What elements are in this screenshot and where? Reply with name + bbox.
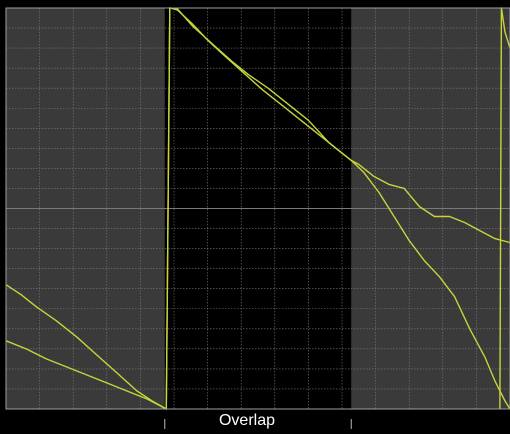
series-group [5,7,510,410]
grid [6,8,510,409]
overlap-markers [164,419,352,429]
series-trace-2 [5,7,510,410]
series-trace-1 [5,7,510,410]
plot-frame [5,7,510,410]
overlap-label: Overlap [218,412,276,429]
series-trace-3 [499,7,510,410]
